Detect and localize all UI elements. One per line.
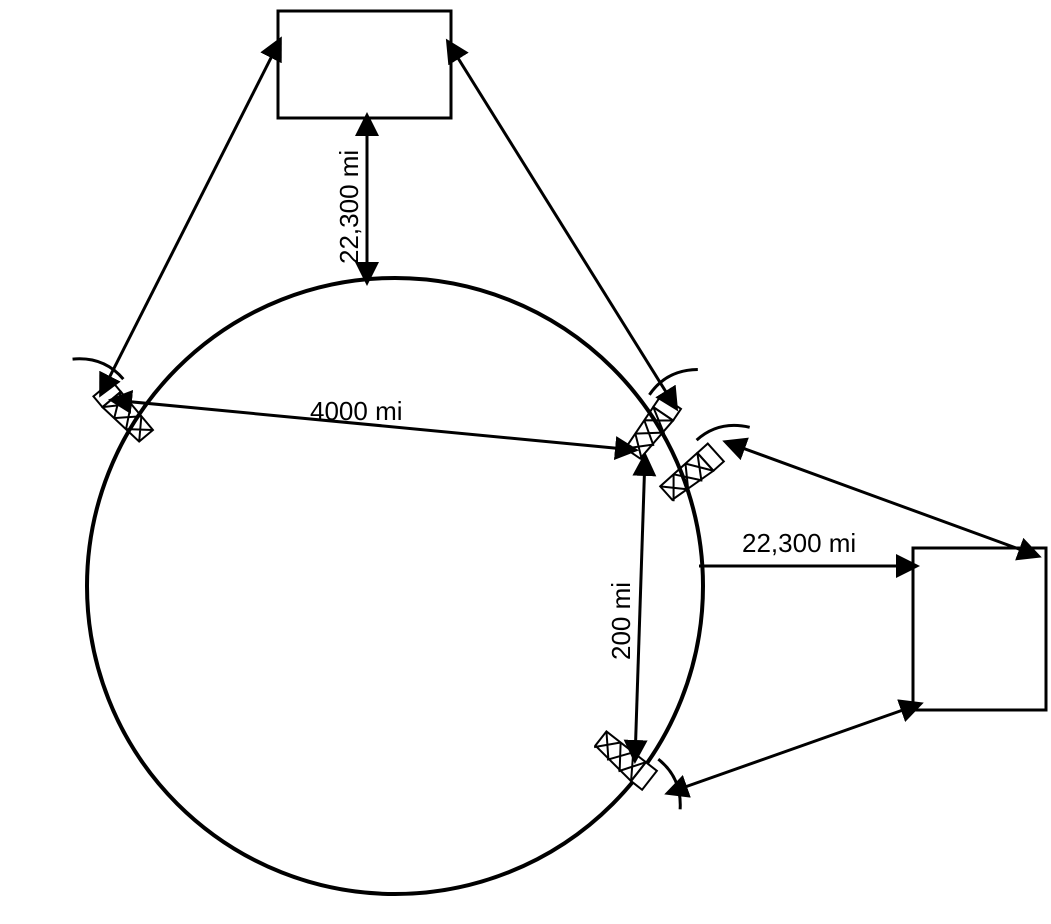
label-altitude-top: 22,300 mi xyxy=(334,150,364,264)
ground-station-right2 xyxy=(654,408,756,504)
label-station-separation: 200 mi xyxy=(606,582,636,660)
ground-station-left xyxy=(66,342,160,445)
ground-station-right xyxy=(617,355,704,462)
satellite-diagram: 22,300 mi 4000 mi 200 mi 22,300 mi xyxy=(0,0,1051,924)
link-left-to-satellite-top xyxy=(101,40,280,394)
satellite-top xyxy=(278,11,451,118)
label-earth-radius: 4000 mi xyxy=(310,396,403,426)
measure-station-separation xyxy=(635,456,645,760)
ground-station-bottom xyxy=(592,724,696,816)
link-satellite-right-to-bottom xyxy=(668,704,920,793)
link-satellite-top-to-right xyxy=(448,42,676,408)
label-altitude-right: 22,300 mi xyxy=(742,528,856,558)
satellite-right xyxy=(913,548,1046,710)
